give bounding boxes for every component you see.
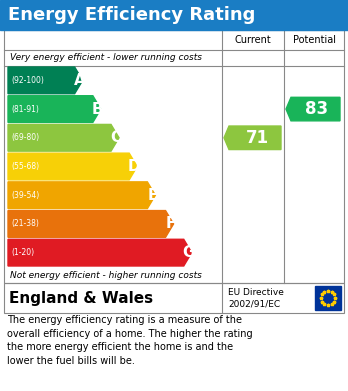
Text: F: F	[165, 217, 176, 231]
Polygon shape	[8, 182, 155, 208]
Text: 71: 71	[245, 129, 269, 147]
Bar	[4, 30, 344, 283]
Text: Very energy efficient - lower running costs: Very energy efficient - lower running co…	[10, 54, 202, 63]
Text: (21-38): (21-38)	[11, 219, 39, 228]
Text: EU Directive
2002/91/EC: EU Directive 2002/91/EC	[228, 288, 284, 308]
Polygon shape	[8, 239, 192, 266]
Text: (81-91): (81-91)	[11, 104, 39, 113]
Bar	[315, 286, 341, 310]
Text: D: D	[128, 159, 141, 174]
Text: E: E	[147, 188, 158, 203]
Text: C: C	[110, 130, 121, 145]
Polygon shape	[224, 126, 281, 150]
Bar	[4, 283, 344, 313]
Bar	[0, 0, 348, 30]
Text: England & Wales: England & Wales	[9, 291, 153, 305]
Text: B: B	[92, 102, 104, 117]
Text: (69-80): (69-80)	[11, 133, 39, 142]
Text: 83: 83	[306, 100, 329, 118]
Text: (92-100): (92-100)	[11, 76, 44, 85]
Text: Not energy efficient - higher running costs: Not energy efficient - higher running co…	[10, 271, 202, 280]
Text: Potential: Potential	[293, 35, 335, 45]
Polygon shape	[8, 211, 174, 237]
Polygon shape	[8, 67, 83, 94]
Polygon shape	[8, 124, 119, 151]
Text: (55-68): (55-68)	[11, 162, 39, 171]
Text: Current: Current	[235, 35, 271, 45]
Polygon shape	[8, 96, 101, 122]
Text: (1-20): (1-20)	[11, 248, 34, 257]
Text: The energy efficiency rating is a measure of the
overall efficiency of a home. T: The energy efficiency rating is a measur…	[7, 315, 253, 366]
Text: (39-54): (39-54)	[11, 191, 39, 200]
Polygon shape	[286, 97, 340, 121]
Text: Energy Efficiency Rating: Energy Efficiency Rating	[8, 6, 255, 24]
Polygon shape	[8, 153, 137, 180]
Text: G: G	[182, 245, 195, 260]
Text: A: A	[74, 73, 86, 88]
